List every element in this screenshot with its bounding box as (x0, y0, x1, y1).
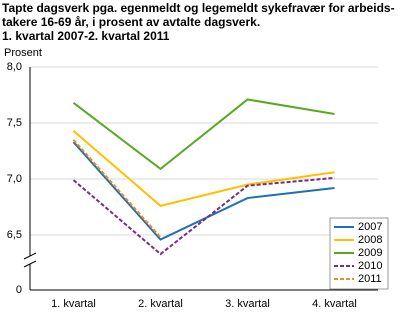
axis-break (24, 256, 36, 264)
x-tick-label: 4. kvartal (312, 298, 357, 310)
legend-label: 2011 (358, 273, 382, 285)
series-line (72, 139, 162, 238)
series-line (72, 98, 335, 171)
y-tick-label: 8,0 (7, 61, 22, 73)
series-line (72, 176, 335, 256)
chart-title: Tapte dagsverk pga. egenmeldt og legemel… (2, 1, 395, 15)
axis-break (23, 252, 37, 260)
series-line (72, 130, 335, 207)
y-tick-label: 7,0 (7, 173, 22, 185)
series-line (72, 141, 335, 241)
legend-label: 2008 (358, 234, 382, 246)
legend-label: 2010 (358, 260, 382, 272)
chart-title: takere 16-69 år, i prosent av avtalte da… (2, 15, 260, 29)
chart-title: 1. kvartal 2007-2. kvartal 2011 (2, 29, 170, 43)
legend-label: 2007 (358, 221, 382, 233)
axis-break (23, 260, 37, 268)
y-tick-label: 7,5 (7, 117, 22, 129)
y-tick-label: 6,5 (7, 229, 22, 241)
x-tick-label: 1. kvartal (51, 298, 96, 310)
y-axis-label: Prosent (4, 47, 42, 59)
legend-label: 2009 (358, 247, 382, 259)
x-tick-label: 2. kvartal (138, 298, 183, 310)
y-tick-label: 0 (16, 284, 22, 296)
x-tick-label: 3. kvartal (225, 298, 270, 310)
